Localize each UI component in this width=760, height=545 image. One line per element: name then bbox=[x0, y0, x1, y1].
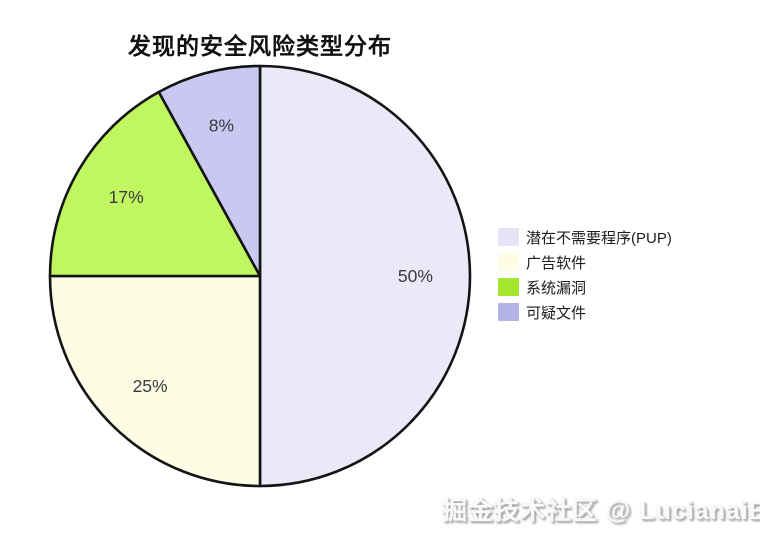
legend-item-adware: 广告软件 bbox=[498, 252, 672, 272]
pie-slice-1 bbox=[48, 274, 262, 488]
pie-slice-pct-label-3: 8% bbox=[209, 116, 234, 136]
legend: 潜在不需要程序(PUP) 广告软件 系统漏洞 可疑文件 bbox=[498, 227, 672, 322]
watermark: 掘金技术社区 @ LucianaiB bbox=[442, 497, 760, 525]
pie-slice-0 bbox=[258, 64, 472, 488]
legend-swatch-vulnerability bbox=[498, 278, 519, 296]
legend-item-suspicious-file: 可疑文件 bbox=[498, 302, 672, 322]
legend-label-adware: 广告软件 bbox=[526, 254, 587, 272]
chart-title: 发现的安全风险类型分布 bbox=[128, 33, 392, 59]
pie-slice-3 bbox=[157, 64, 262, 278]
legend-label-vulnerability: 系统漏洞 bbox=[526, 279, 587, 297]
legend-label-suspicious-file: 可疑文件 bbox=[526, 304, 587, 322]
pie-slice-pct-label-0: 50% bbox=[398, 266, 433, 286]
legend-item-vulnerability: 系统漏洞 bbox=[498, 277, 672, 297]
legend-swatch-pup bbox=[498, 228, 519, 246]
legend-swatch-adware bbox=[498, 253, 519, 271]
pie-slice-pct-label-1: 25% bbox=[133, 376, 168, 396]
legend-item-pup: 潜在不需要程序(PUP) bbox=[498, 227, 672, 247]
legend-swatch-suspicious-file bbox=[498, 303, 519, 321]
pie-slice-pct-label-2: 17% bbox=[109, 187, 144, 207]
pie-slice-2 bbox=[48, 90, 262, 278]
legend-label-pup: 潜在不需要程序(PUP) bbox=[526, 229, 672, 247]
